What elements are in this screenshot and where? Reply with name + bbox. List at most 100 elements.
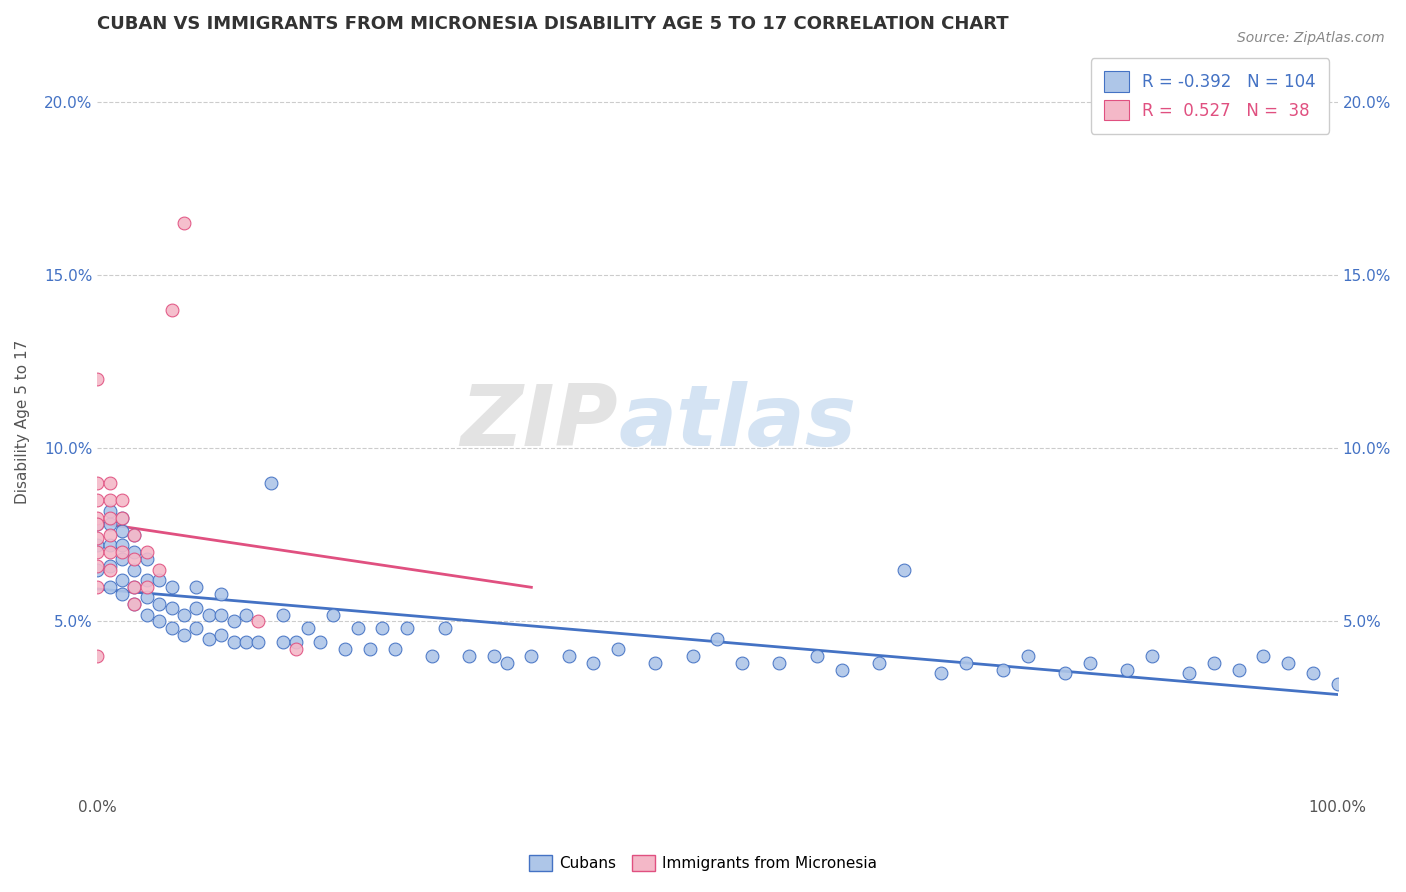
Y-axis label: Disability Age 5 to 17: Disability Age 5 to 17: [15, 340, 30, 504]
Point: [247, 635, 270, 649]
Point: [1115, 663, 1137, 677]
Point: [124, 580, 146, 594]
Point: [98, 545, 121, 559]
Point: [557, 649, 579, 664]
Point: [1227, 663, 1250, 677]
Point: [135, 580, 157, 594]
Point: [222, 635, 245, 649]
Point: [86, 649, 108, 664]
Point: [124, 562, 146, 576]
Point: [955, 656, 977, 670]
Point: [247, 615, 270, 629]
Point: [1140, 649, 1163, 664]
Point: [458, 649, 481, 664]
Point: [86, 372, 108, 386]
Point: [148, 615, 170, 629]
Point: [1078, 656, 1101, 670]
Point: [135, 573, 157, 587]
Point: [86, 493, 108, 508]
Point: [582, 656, 605, 670]
Point: [148, 573, 170, 587]
Point: [482, 649, 505, 664]
Point: [186, 580, 208, 594]
Point: [260, 475, 283, 490]
Point: [111, 573, 134, 587]
Point: [86, 532, 108, 546]
Point: [209, 607, 232, 622]
Point: [111, 510, 134, 524]
Point: [396, 621, 419, 635]
Point: [309, 635, 332, 649]
Legend: Cubans, Immigrants from Micronesia: Cubans, Immigrants from Micronesia: [523, 849, 883, 877]
Point: [284, 635, 307, 649]
Point: [98, 528, 121, 542]
Point: [124, 545, 146, 559]
Text: CUBAN VS IMMIGRANTS FROM MICRONESIA DISABILITY AGE 5 TO 17 CORRELATION CHART: CUBAN VS IMMIGRANTS FROM MICRONESIA DISA…: [97, 15, 1008, 33]
Point: [991, 663, 1014, 677]
Point: [135, 545, 157, 559]
Point: [98, 562, 121, 576]
Point: [271, 607, 294, 622]
Point: [644, 656, 666, 670]
Point: [98, 510, 121, 524]
Point: [111, 524, 134, 539]
Point: [706, 632, 728, 646]
Point: [1017, 649, 1039, 664]
Point: [929, 666, 952, 681]
Point: [868, 656, 890, 670]
Point: [86, 559, 108, 574]
Point: [384, 642, 406, 657]
Point: [98, 538, 121, 552]
Point: [98, 580, 121, 594]
Point: [1302, 666, 1324, 681]
Point: [124, 552, 146, 566]
Point: [297, 621, 319, 635]
Point: [135, 552, 157, 566]
Point: [148, 562, 170, 576]
Text: ZIP: ZIP: [461, 381, 619, 464]
Point: [1053, 666, 1076, 681]
Point: [186, 621, 208, 635]
Point: [433, 621, 456, 635]
Point: [1178, 666, 1201, 681]
Point: [111, 510, 134, 524]
Point: [235, 635, 257, 649]
Point: [160, 600, 183, 615]
Point: [111, 587, 134, 601]
Point: [209, 587, 232, 601]
Point: [1277, 656, 1299, 670]
Point: [160, 580, 183, 594]
Point: [284, 642, 307, 657]
Point: [86, 517, 108, 532]
Point: [222, 615, 245, 629]
Point: [346, 621, 368, 635]
Point: [495, 656, 517, 670]
Point: [86, 562, 108, 576]
Point: [148, 597, 170, 611]
Point: [98, 475, 121, 490]
Point: [768, 656, 790, 670]
Point: [235, 607, 257, 622]
Text: atlas: atlas: [619, 381, 856, 464]
Point: [322, 607, 344, 622]
Legend: R = -0.392   N = 104, R =  0.527   N =  38: R = -0.392 N = 104, R = 0.527 N = 38: [1091, 58, 1330, 134]
Point: [124, 597, 146, 611]
Point: [86, 545, 108, 559]
Point: [173, 607, 195, 622]
Point: [335, 642, 357, 657]
Point: [86, 538, 108, 552]
Point: [520, 649, 543, 664]
Point: [831, 663, 853, 677]
Point: [607, 642, 630, 657]
Point: [124, 528, 146, 542]
Point: [186, 600, 208, 615]
Text: Source: ZipAtlas.com: Source: ZipAtlas.com: [1237, 31, 1385, 45]
Point: [806, 649, 828, 664]
Point: [98, 493, 121, 508]
Point: [124, 597, 146, 611]
Point: [420, 649, 443, 664]
Point: [98, 517, 121, 532]
Point: [111, 538, 134, 552]
Point: [173, 216, 195, 230]
Point: [98, 559, 121, 574]
